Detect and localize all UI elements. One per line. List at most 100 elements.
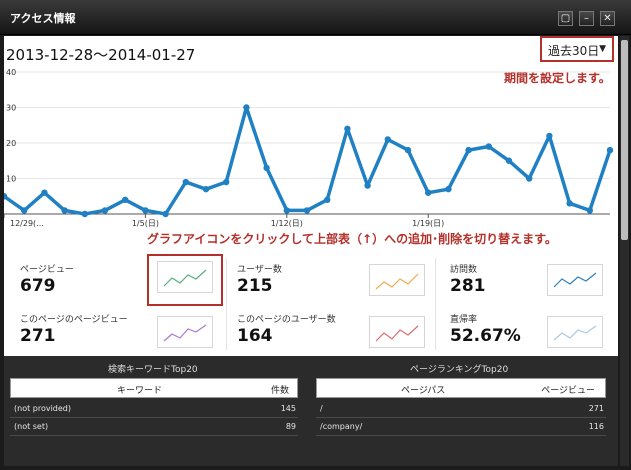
minimize-button[interactable]: –	[579, 11, 594, 26]
data-point	[586, 207, 593, 214]
period-hint: 期間を設定します。	[504, 71, 611, 85]
data-point	[21, 207, 28, 214]
content-area: 2013-12-28～2014-01-27 過去30日 ▼ 期間を設定します。 …	[4, 36, 618, 466]
spark-page-pageviews-button[interactable]	[157, 316, 213, 348]
ranking-title: ページランキングTop20	[410, 365, 509, 375]
data-point	[606, 146, 614, 154]
spark-visits-button[interactable]	[547, 264, 603, 296]
count-cell: 145	[280, 404, 296, 413]
ranking-panel: 検索キーワードTop20 ページランキングTop20 キーワード 件数 (not…	[4, 356, 618, 466]
date-range: 2013-12-28～2014-01-27	[6, 46, 196, 64]
chart-icon	[375, 273, 419, 290]
sparkline	[163, 324, 207, 342]
data-point	[202, 185, 210, 193]
metric-label-users: ユーザー数	[237, 265, 282, 275]
data-point	[425, 189, 432, 196]
y-tick-label: 10	[6, 175, 16, 184]
keywords-table-header: キーワード 件数	[10, 378, 298, 398]
sparkline	[375, 273, 419, 290]
x-tick-label: 1/12(日)	[271, 219, 303, 228]
data-point	[485, 143, 492, 150]
path-cell: /company/	[320, 422, 363, 431]
spark-users-button[interactable]	[369, 264, 425, 296]
chevron-down-icon: ▼	[599, 44, 606, 54]
data-point	[566, 200, 573, 207]
window-title: アクセス情報	[10, 12, 76, 25]
table-row[interactable]: (not provided) 145	[10, 400, 298, 418]
spark-pageviews-button[interactable]	[157, 261, 213, 293]
y-tick-label: 40	[6, 68, 16, 77]
metric-label-pageviews: ページビュー	[20, 265, 74, 275]
x-tick-label: 12/29(...	[10, 219, 44, 228]
minimize-icon: –	[584, 13, 589, 24]
data-point	[122, 196, 129, 203]
sparkline	[553, 272, 597, 288]
data-point	[142, 207, 149, 214]
col-path: ページパス	[401, 386, 446, 396]
data-point	[303, 207, 311, 214]
chart-icon	[163, 269, 207, 287]
keywords-title: 検索キーワードTop20	[108, 365, 198, 375]
data-point	[324, 196, 331, 203]
close-button[interactable]: ✕	[600, 11, 615, 26]
y-tick-label: 30	[6, 104, 16, 113]
metric-value-visits: 281	[450, 276, 486, 296]
metric-label-visits: 訪問数	[450, 265, 478, 275]
chart-icon	[553, 325, 597, 341]
title-bar: アクセス情報 ▢ – ✕	[0, 0, 631, 35]
data-point	[223, 178, 230, 186]
views-cell: 116	[588, 422, 604, 431]
metric-value-page-users: 164	[237, 326, 273, 346]
metric-label-page-users: このページのユーザー数	[237, 315, 336, 325]
data-point	[61, 207, 68, 214]
data-point	[81, 210, 89, 218]
col-count: 件数	[270, 386, 289, 396]
vertical-scrollbar[interactable]	[620, 36, 629, 466]
period-dropdown[interactable]: 過去30日 ▼	[540, 36, 614, 62]
data-point	[263, 164, 270, 172]
x-tick-label: 1/5(日)	[132, 219, 159, 228]
metric-value-users: 215	[237, 276, 273, 296]
ranking-table-header: ページパス ページビュー	[316, 378, 606, 398]
table-row[interactable]: (not set) 89	[10, 418, 298, 436]
chart-icon	[553, 272, 597, 288]
data-point	[465, 146, 472, 154]
close-icon: ✕	[603, 13, 612, 24]
y-tick-label: 20	[6, 139, 16, 148]
graph-toggle-highlight	[147, 254, 223, 306]
chart-icon	[375, 325, 419, 342]
sparkline	[163, 269, 207, 287]
data-point	[364, 182, 371, 189]
data-point	[344, 125, 351, 132]
window-icon-button[interactable]: ▢	[558, 11, 573, 26]
series-line	[4, 105, 612, 216]
data-point	[243, 104, 250, 111]
metric-value-page-pageviews: 271	[20, 326, 56, 346]
metric-label-bounce-rate: 直帰率	[450, 315, 478, 325]
metric-divider	[435, 258, 436, 350]
sparkline	[375, 325, 419, 342]
table-row[interactable]: /company/ 116	[316, 418, 606, 436]
data-point	[41, 189, 48, 196]
data-point	[505, 157, 513, 164]
data-point	[526, 175, 533, 182]
col-views: ページビュー	[541, 386, 595, 396]
metric-value-pageviews: 679	[20, 276, 56, 296]
views-cell: 271	[588, 404, 604, 413]
x-tick-label: 1/19(日)	[412, 219, 444, 228]
count-cell: 89	[285, 422, 296, 431]
spark-page-users-button[interactable]	[369, 316, 425, 348]
col-keyword: キーワード	[117, 386, 163, 396]
keyword-cell: (not set)	[14, 422, 49, 431]
sparkline	[553, 325, 597, 341]
keyword-cell: (not provided)	[14, 404, 72, 413]
data-point	[182, 178, 189, 186]
graph-hint: グラフアイコンをクリックして上部表（↑）への追加･削除を切り替えます。	[147, 232, 557, 246]
scrollbar-thumb[interactable]	[621, 40, 628, 240]
table-row[interactable]: / 271	[316, 400, 606, 418]
access-line-chart: 40 30 20 10 12/29(... 1/5(日) 1/12(日) 1/19(日)	[4, 68, 614, 228]
data-point	[101, 207, 109, 214]
data-point	[404, 146, 412, 154]
spark-bounce-rate-button[interactable]	[547, 316, 603, 348]
